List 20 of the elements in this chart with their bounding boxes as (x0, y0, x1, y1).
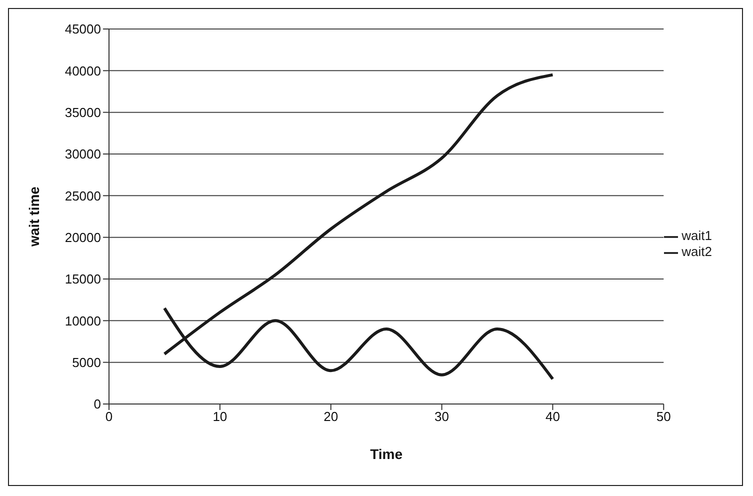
x-tick-label: 20 (324, 409, 338, 424)
x-axis-title: Time (370, 446, 403, 462)
x-tick-label: 0 (105, 409, 113, 424)
legend-label: wait1 (682, 228, 712, 244)
x-tick-label: 30 (434, 409, 450, 424)
y-tick-label: 30000 (64, 146, 101, 162)
y-tick-label: 10000 (64, 313, 101, 328)
y-tick-label: 20000 (64, 230, 101, 245)
y-tick-label: 5000 (72, 354, 101, 370)
y-tick-label: 35000 (64, 104, 101, 120)
x-tick-label: 50 (656, 409, 671, 424)
y-tick-label: 15000 (64, 272, 101, 287)
y-tick-label: 0 (94, 396, 101, 412)
legend-label: wait2 (682, 244, 712, 259)
y-tick-label: 40000 (64, 63, 101, 78)
y-axis-title: wait time (26, 186, 42, 248)
x-tick-label: 10 (212, 409, 228, 424)
y-tick-label: 45000 (64, 22, 101, 37)
y-tick-label: 25000 (64, 188, 101, 204)
x-tick-label: 40 (545, 409, 560, 424)
